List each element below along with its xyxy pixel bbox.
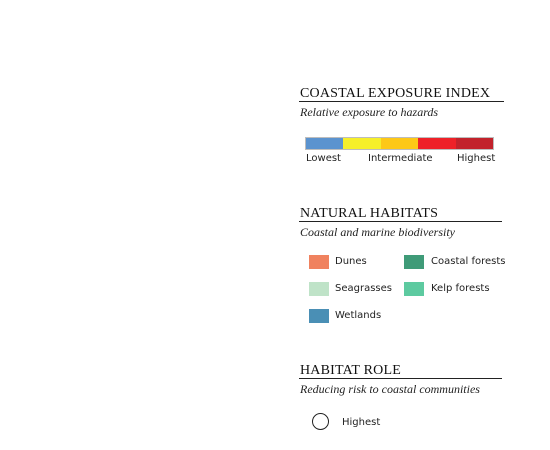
habitat-label-seagrasses: Seagrasses xyxy=(335,283,392,294)
habitat-label-wetlands: Wetlands xyxy=(335,310,382,321)
exposure-color-scale xyxy=(305,137,494,150)
habitat-swatch-coastal-forests xyxy=(404,255,424,269)
exposure-label-intermediate: Intermediate xyxy=(368,153,433,164)
role-subtitle: Reducing risk to coastal communities xyxy=(300,382,480,396)
exposure-label-lowest: Lowest xyxy=(306,153,341,164)
exposure-subtitle: Relative exposure to hazards xyxy=(300,105,439,119)
exposure-title-rule xyxy=(299,101,504,102)
exposure-segment-1 xyxy=(306,138,344,149)
exposure-segment-2 xyxy=(343,138,381,149)
habitat-label-coastal-forests: Coastal forests xyxy=(431,256,506,267)
exposure-segment-4 xyxy=(418,138,456,149)
role-title: HABITAT ROLE xyxy=(300,363,401,378)
habitats-subtitle: Coastal and marine biodiversity xyxy=(300,225,455,239)
habitat-swatch-seagrasses xyxy=(309,282,329,296)
exposure-segment-3 xyxy=(380,138,419,149)
exposure-segment-5 xyxy=(455,138,494,149)
exposure-label-highest: Highest xyxy=(457,153,496,164)
habitat-swatch-kelp-forests xyxy=(404,282,424,296)
habitats-title: NATURAL HABITATS xyxy=(300,206,439,221)
habitat-swatch-wetlands xyxy=(309,309,329,323)
circle-outline-icon xyxy=(312,413,329,430)
role-title-rule xyxy=(299,378,502,379)
habitat-label-kelp-forests: Kelp forests xyxy=(431,283,490,294)
habitat-swatch-dunes xyxy=(309,255,329,269)
habitat-label-dunes: Dunes xyxy=(335,256,367,267)
exposure-title: COASTAL EXPOSURE INDEX xyxy=(300,86,491,101)
role-label-highest: Highest xyxy=(342,417,381,428)
habitats-title-rule xyxy=(299,221,502,222)
